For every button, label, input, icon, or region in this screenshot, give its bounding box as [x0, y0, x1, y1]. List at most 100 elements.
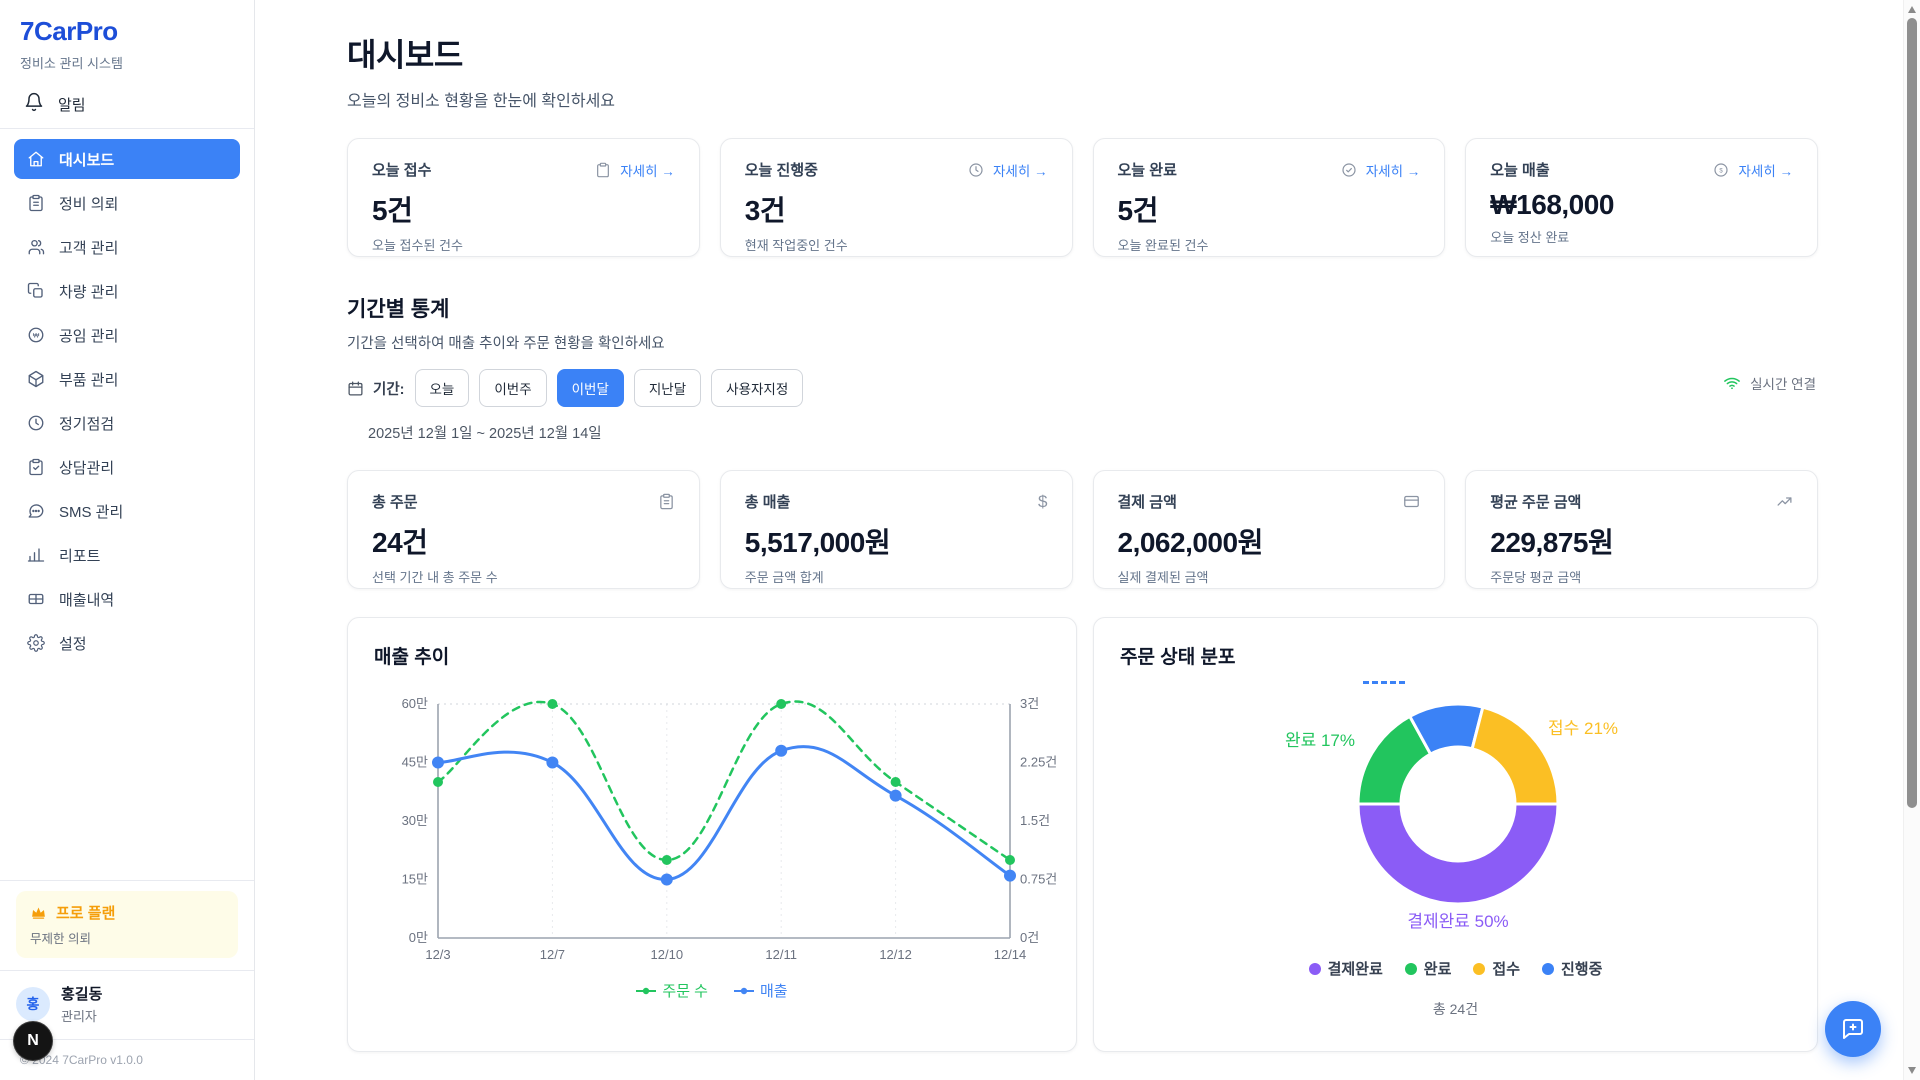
stat-card-today-sales: 오늘 매출 $ 자세히 → ₩168,000 오늘 정산 완료 [1465, 138, 1818, 257]
sidebar-item-labor[interactable]: ₩ 공임 관리 [14, 315, 240, 355]
details-link[interactable]: 자세히 → [620, 163, 675, 179]
sales-trend-card: 매출 추이 0만 15만 30만 45만 60만 0건 0.75건 1.5건 2.25건 3건 12… [347, 617, 1077, 1052]
sidebar-item-sms[interactable]: SMS 관리 [14, 491, 240, 531]
svg-text:12/7: 12/7 [540, 947, 565, 962]
stat-sub: 주문당 평균 금액 [1490, 570, 1582, 585]
today-cards-row: 오늘 접수 자세히 → 5건 오늘 접수된 건수 오늘 진행중 자세히 → 3건… [347, 138, 1818, 257]
stat-sub: 오늘 완료된 건수 [1117, 238, 1209, 253]
wifi-icon [1724, 377, 1741, 390]
calendar-icon [348, 380, 363, 396]
won-circle-icon: $ [1714, 162, 1729, 177]
stat-sub: 오늘 접수된 건수 [372, 238, 463, 253]
svg-text:45만: 45만 [402, 755, 428, 770]
callout-completed: 완료 17% [1284, 731, 1355, 750]
legend-dot [1473, 962, 1486, 975]
clock-icon [969, 162, 983, 177]
filter-label: 기간: [373, 381, 405, 398]
legend-item-received: 접수 [1473, 958, 1520, 979]
page-subtitle: 오늘의 정비소 현황을 한눈에 확인하세요 [347, 93, 616, 110]
sidebar-item-reports[interactable]: 리포트 [14, 535, 240, 575]
stat-card-today-inprogress: 오늘 진행중 자세히 → 3건 현재 작업중인 건수 [719, 138, 1073, 257]
avatar: 홍 [16, 987, 50, 1021]
legend-item-inprogress: 진행중 [1542, 958, 1602, 979]
sidebar-item-settings[interactable]: 설정 [14, 623, 240, 663]
dollar-icon: $ [1038, 491, 1048, 511]
stat-card-average-order: 평균 주문 금액 229,875원 주문당 평균 금액 [1465, 470, 1818, 589]
scroll-down-arrow[interactable] [1908, 1067, 1916, 1074]
svg-text:12/10: 12/10 [651, 947, 684, 962]
legend-item-paid: 결제완료 [1308, 958, 1383, 979]
svg-text:12/12: 12/12 [879, 947, 912, 962]
stat-sub: 주문 금액 합계 [744, 570, 824, 585]
sidebar-item-parts[interactable]: 부품 관리 [14, 359, 240, 399]
filter-today-button[interactable]: 오늘 [414, 369, 470, 407]
stat-value: 5건 [372, 195, 413, 226]
svg-text:30만: 30만 [402, 813, 428, 828]
svg-text:0.75건: 0.75건 [1020, 872, 1057, 887]
clipboard-icon [597, 162, 610, 177]
filter-last-month-button[interactable]: 지난달 [633, 369, 702, 407]
notifications-label: 알림 [58, 96, 86, 114]
line-chart-title: 매출 추이 [374, 647, 450, 668]
sidebar-item-repair-requests[interactable]: 정비 의뢰 [14, 183, 240, 223]
user-profile[interactable]: 홍 홍길동 관리자 [0, 971, 254, 1039]
main-content: 대시보드 오늘의 정비소 현황을 한눈에 확인하세요 오늘 접수 자세히 → 5… [255, 0, 1903, 1080]
stat-card-today-received: 오늘 접수 자세히 → 5건 오늘 접수된 건수 [347, 138, 700, 257]
svg-text:60만: 60만 [402, 696, 428, 711]
won-coin-icon: ₩ [28, 327, 44, 343]
callout-received: 접수 21% [1548, 719, 1619, 738]
donut-legend: 결제완료 완료 접수 진행중 [1120, 958, 1791, 979]
stat-value: 229,875원 [1490, 527, 1614, 558]
stat-sub: 현재 작업중인 건수 [744, 238, 848, 253]
svg-text:12/3: 12/3 [425, 947, 450, 962]
svg-text:12/11: 12/11 [765, 947, 797, 962]
legend-marker [733, 987, 754, 994]
sidebar-item-vehicles[interactable]: 차량 관리 [14, 271, 240, 311]
credit-card-icon [1404, 495, 1420, 508]
stat-card-total-orders: 총 주문 24건 선택 기간 내 총 주문 수 [347, 470, 700, 589]
details-link[interactable]: 자세히 → [1365, 163, 1421, 179]
legend-item-orders: 주문 수 [636, 980, 708, 1001]
details-link[interactable]: 자세히 → [992, 163, 1048, 179]
stat-value: 24건 [372, 527, 428, 558]
sidebar-item-dashboard[interactable]: 대시보드 [14, 139, 240, 179]
svg-text:$: $ [1720, 168, 1724, 174]
sidebar-item-consultations[interactable]: 상담관리 [14, 447, 240, 487]
gear-icon [27, 634, 45, 652]
dev-tools-badge[interactable]: N [14, 1022, 52, 1060]
bar-chart-icon [27, 548, 45, 562]
app-logo: 7CarPro [20, 16, 118, 46]
table-icon [28, 593, 44, 605]
chat-fab-button[interactable] [1825, 1001, 1881, 1057]
charts-row: 매출 추이 0만 15만 30만 45만 60만 0건 0.75건 1.5건 2.25건 3건 12… [347, 617, 1818, 1052]
scroll-up-arrow[interactable] [1908, 6, 1916, 13]
sidebar-item-inspections[interactable]: 정기점검 [14, 403, 240, 443]
stat-card-paid-amount: 결제 금액 2,062,000원 실제 결제된 금액 [1092, 470, 1446, 589]
filter-custom-button[interactable]: 사용자지정 [711, 369, 804, 407]
chat-plus-icon [1843, 1019, 1863, 1039]
box-icon [28, 370, 44, 388]
legend-dot [1404, 962, 1417, 975]
notifications-button[interactable]: 알림 [0, 78, 254, 128]
svg-text:1.5건: 1.5건 [1020, 813, 1050, 828]
donut-chart-title: 주문 상태 분포 [1120, 647, 1236, 668]
line-chart-legend: 주문 수 매출 [374, 980, 1050, 1001]
pro-plan-subtitle: 무제한 의뢰 [30, 932, 91, 946]
pro-plan-card[interactable]: 프로 플랜 무제한 의뢰 [16, 891, 238, 958]
sidebar-item-sales-history[interactable]: 매출내역 [14, 579, 240, 619]
svg-text:0건: 0건 [1020, 930, 1039, 945]
scrollbar-thumb[interactable] [1907, 18, 1917, 808]
period-section: 기간별 통계 기간을 선택하여 매출 추이와 주문 현황을 확인하세요 기간: … [347, 293, 1818, 443]
svg-text:12/14: 12/14 [994, 947, 1027, 962]
legend-item-completed: 완료 [1404, 958, 1451, 979]
live-status-label: 실시간 연결 [1750, 377, 1816, 392]
filter-this-month-button[interactable]: 이번달 [556, 369, 624, 407]
callout-paid: 결제완료 50% [1407, 912, 1509, 931]
stat-sub: 선택 기간 내 총 주문 수 [372, 570, 498, 585]
sidebar-item-customers[interactable]: 고객 관리 [14, 227, 240, 267]
trending-up-icon [1777, 497, 1792, 506]
users-icon [28, 239, 45, 255]
filter-this-week-button[interactable]: 이번주 [479, 369, 547, 407]
clipboard-icon [29, 194, 43, 212]
details-link[interactable]: 자세히 → [1738, 163, 1793, 179]
